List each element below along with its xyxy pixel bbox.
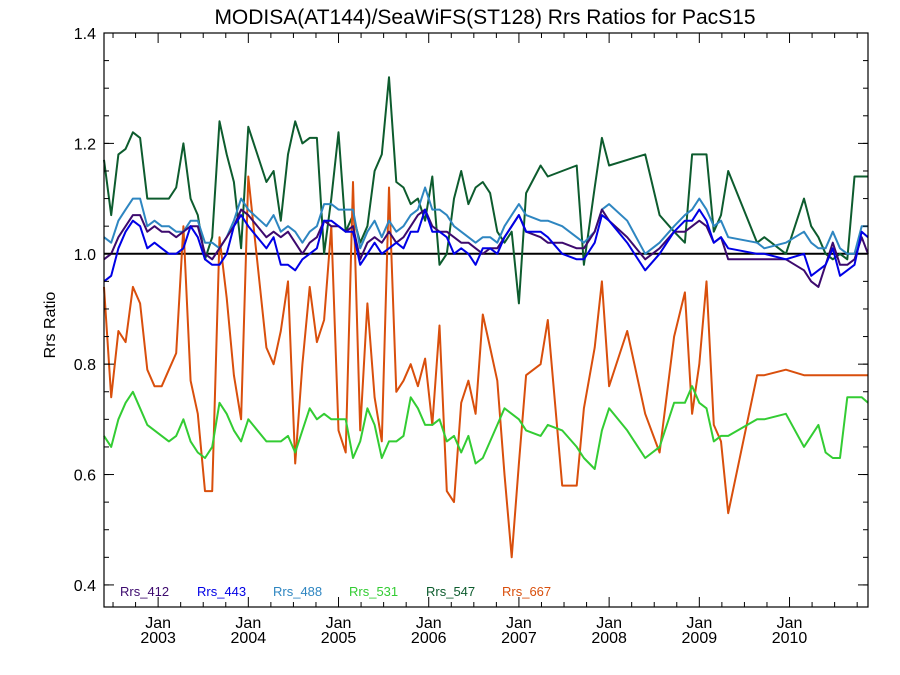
y-ticks: 0.4 0.6 0.8 1.0 1.2 1.4 xyxy=(74,26,868,595)
x-tick-year-label: 2006 xyxy=(411,630,447,647)
y-tick-label: 0.6 xyxy=(74,468,96,485)
x-tick-year-label: 2007 xyxy=(501,630,537,647)
legend-entry-rrs-412: Rrs_412 xyxy=(120,584,169,599)
y-tick-label: 1.0 xyxy=(74,247,96,264)
series-line-rrs-667 xyxy=(103,175,868,559)
x-tick-month-label: Jan xyxy=(596,615,622,632)
y-tick-label: 1.2 xyxy=(74,136,96,153)
y-tick-label: 0.8 xyxy=(74,357,96,374)
x-tick-year-label: 2003 xyxy=(140,630,176,647)
x-tick-year-label: 2010 xyxy=(772,630,808,647)
x-tick-month-label: Jan xyxy=(686,615,712,632)
legend-entry-rrs-488: Rrs_488 xyxy=(273,584,322,599)
x-tick-month-label: Jan xyxy=(777,615,803,632)
legend-entry-rrs-443: Rrs_443 xyxy=(197,584,246,599)
x-tick-month-label: Jan xyxy=(235,615,261,632)
x-tick-month-label: Jan xyxy=(506,615,532,632)
chart-title: MODISA(AT144)/SeaWiFS(ST128) Rrs Ratios … xyxy=(214,6,755,29)
x-tick-year-label: 2004 xyxy=(231,630,267,647)
x-ticks: Jan2003Jan2004Jan2005Jan2006Jan2007Jan20… xyxy=(112,33,858,647)
x-tick-year-label: 2005 xyxy=(321,630,357,647)
legend-entry-rrs-547: Rrs_547 xyxy=(426,584,475,599)
series-line-rrs-488 xyxy=(103,186,868,255)
y-axis-label: Rrs Ratio xyxy=(42,292,59,359)
series-line-rrs-547 xyxy=(103,76,868,305)
x-tick-year-label: 2009 xyxy=(682,630,718,647)
series-group xyxy=(103,76,869,559)
x-tick-month-label: Jan xyxy=(326,615,352,632)
legend: Rrs_412 Rrs_443 Rrs_488 Rrs_531 Rrs_547 Rrs_6… xyxy=(120,584,551,599)
series-line-rrs-443 xyxy=(103,208,869,283)
plot-frame xyxy=(103,32,869,608)
y-tick-label: 0.4 xyxy=(74,578,96,595)
legend-entry-rrs-667: Rrs_667 xyxy=(502,584,551,599)
y-tick-label: 1.4 xyxy=(74,26,96,43)
series-line-rrs-531 xyxy=(103,385,869,470)
legend-entry-rrs-531: Rrs_531 xyxy=(349,584,398,599)
x-tick-month-label: Jan xyxy=(416,615,442,632)
x-tick-year-label: 2008 xyxy=(591,630,627,647)
x-tick-month-label: Jan xyxy=(145,615,171,632)
